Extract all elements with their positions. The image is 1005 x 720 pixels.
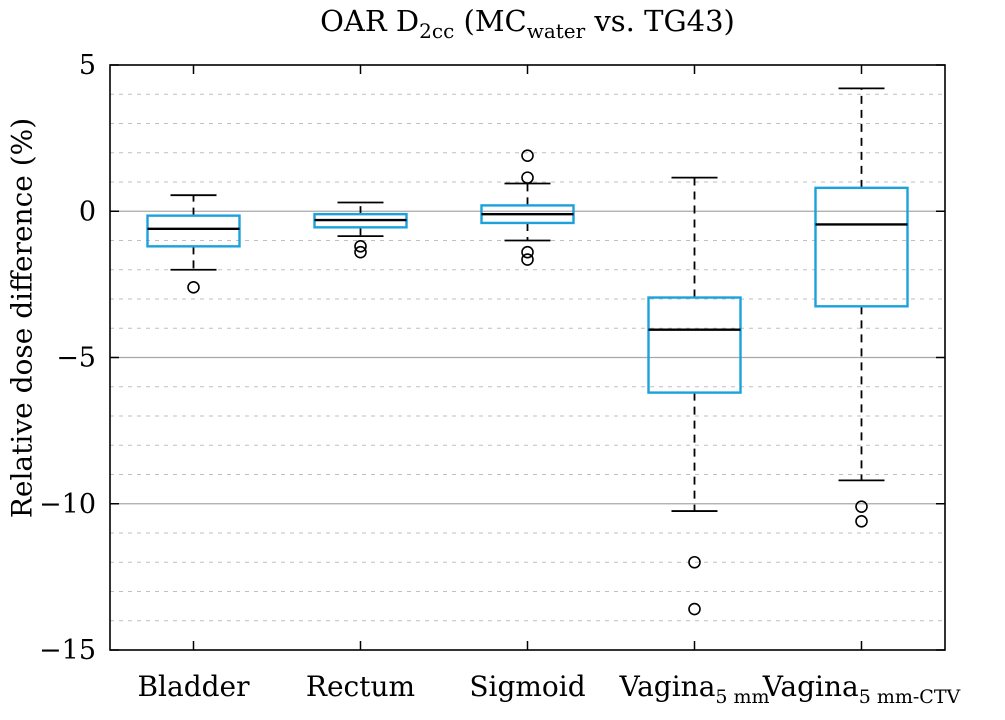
- outlier-marker: [187, 280, 200, 294]
- outlier-marker: [521, 245, 534, 259]
- x-tick-label: Rectum: [306, 670, 415, 703]
- outlier-marker: [354, 240, 367, 253]
- outlier-marker: [855, 500, 868, 513]
- y-tick-label: −15: [39, 635, 96, 666]
- box-rectum: [313, 201, 408, 259]
- box-sigmoid: [480, 149, 575, 266]
- box-vagina-5-mm-ctv: [814, 87, 909, 528]
- y-axis-label: Relative dose difference (%): [5, 117, 39, 519]
- outlier-marker: [521, 253, 534, 266]
- outlier-marker: [521, 171, 534, 184]
- y-tick-label: 5: [79, 50, 96, 81]
- outlier-marker: [688, 602, 701, 616]
- outlier-marker: [521, 149, 534, 162]
- x-tick-label: Bladder: [137, 670, 250, 703]
- y-tick-label: −10: [39, 489, 96, 520]
- outlier-marker: [688, 555, 701, 569]
- iqr-box: [647, 296, 742, 394]
- box-bladder: [146, 194, 241, 294]
- iqr-box: [814, 186, 909, 308]
- x-tick-label: Vagina5 mm-CTV: [762, 670, 961, 708]
- outlier-marker: [354, 245, 367, 259]
- outlier-marker: [855, 514, 868, 528]
- y-tick-label: 0: [79, 196, 96, 227]
- x-tick-label: Sigmoid: [469, 670, 585, 703]
- iqr-box: [146, 214, 241, 248]
- y-tick-label: −5: [56, 343, 96, 374]
- x-tick-label: Vagina5 mm: [618, 670, 769, 708]
- box-vagina-5-mm: [647, 176, 742, 616]
- chart-title: OAR D2cc (MCwater vs. TG43): [320, 4, 735, 43]
